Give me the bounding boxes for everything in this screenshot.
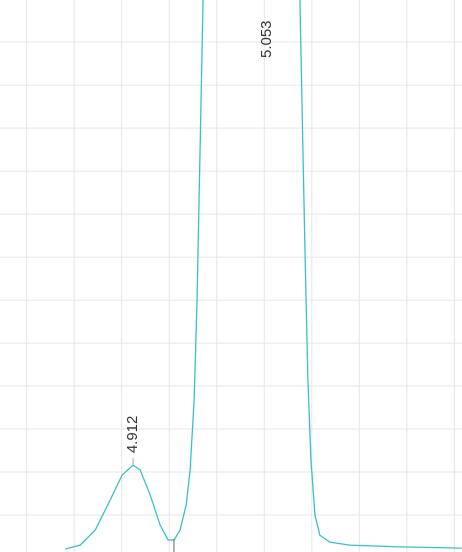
- peak-label: 4.912: [124, 416, 141, 454]
- trace-line: [65, 0, 462, 550]
- peak-label: 5.053: [258, 20, 275, 58]
- plot-area: 4.912 5.053: [65, 0, 462, 552]
